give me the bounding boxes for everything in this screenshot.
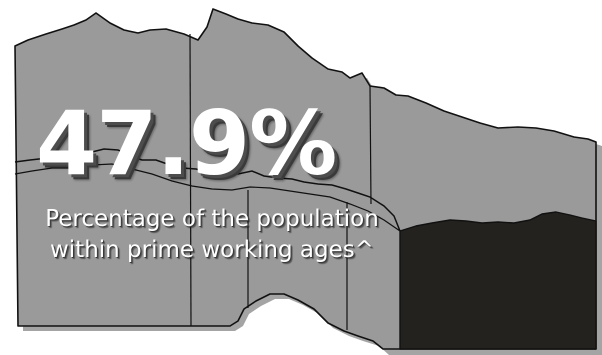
statistic-caption-line-2: within prime working ages^ <box>49 237 375 263</box>
county-line-1 <box>189 33 192 327</box>
statistic-caption-line-1: Percentage of the population <box>45 206 379 232</box>
county-line-2 <box>369 85 372 205</box>
map-region-highlighted <box>399 211 597 350</box>
map-river-line <box>14 148 401 232</box>
map-river-line-2 <box>14 163 401 232</box>
statistic-value: 47.9% <box>36 92 337 195</box>
statistic-caption: Percentage of the population within prim… <box>22 204 402 266</box>
